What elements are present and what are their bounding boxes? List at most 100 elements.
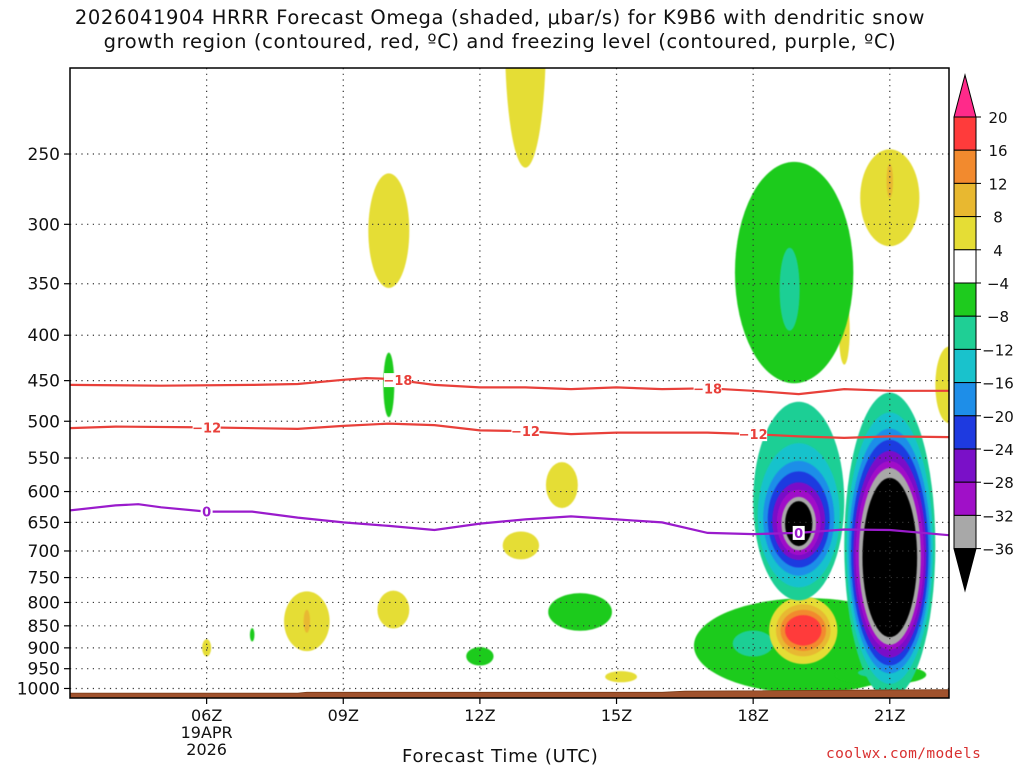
contour-red-1-label-bg-2 [739,427,768,442]
colorbar-swatch-2 [953,182,977,218]
chart-title-line-2: growth region (contoured, red, ºC) and f… [103,30,897,53]
y-tick-label-350: 350 [28,275,60,295]
contour-red-1-label-1: −12 [511,425,540,440]
contour-freezing-0-label-bg-1 [792,525,805,540]
omega-cell-20 [732,630,774,657]
omega-cell-34 [785,501,813,547]
colorbar-swatch-8 [953,382,977,417]
y-axis: 2503003504004505005506006507007508008509… [17,145,70,699]
x-tick-label-09Z: 09Z [328,706,359,725]
y-tick-label-300: 300 [28,215,60,235]
colorbar-swatch-12 [953,514,977,550]
x-tick-label-06Z: 06Z [191,706,222,725]
x-date-label-2: 2026 [186,740,227,759]
colorbar-label-12: −32 [982,507,1014,525]
colorbar-label-13: −36 [982,541,1014,559]
colorbar-swatch-9 [953,415,977,450]
contour-red-0-label-0: −18 [383,374,412,389]
colorbar-label-9: −20 [982,408,1014,426]
site-credit[interactable]: coolwx.com/models [826,746,982,762]
x-tick-label-18Z: 18Z [737,706,768,725]
colorbar-label-10: −24 [982,441,1014,459]
y-tick-label-600: 600 [28,483,60,503]
y-tick-label-700: 700 [28,542,60,562]
temperature-contours: −18 −18 −12 −12 −12 0 0 [70,373,949,542]
y-tick-label-650: 650 [28,513,60,533]
y-tick-label-900: 900 [28,639,60,659]
x-tick-label-15Z: 15Z [601,706,632,725]
y-tick-label-800: 800 [28,593,60,613]
colorbar-label-1: 16 [988,142,1007,160]
colorbar-label-3: 8 [993,209,1003,227]
contour-red-1-line [70,422,949,440]
plot-frame [69,67,950,699]
contour-freezing-0-line [70,503,949,537]
omega-cell-14 [202,639,212,657]
omega-cell-13 [377,590,410,629]
contour-red-0-label-1: −18 [693,382,722,397]
contour-red-1-label-2: −12 [739,428,768,443]
omega-cell-9 [545,462,578,508]
colorbar-top-arrow [953,73,977,118]
omega-shading [202,68,949,698]
x-date-label-1: 19APR [181,723,233,742]
y-tick-label-850: 850 [28,617,60,637]
colorbar-swatch-3 [953,216,977,251]
omega-cell-42 [862,477,918,638]
colorbar-label-11: −28 [982,474,1014,492]
colorbar-swatch-6 [953,315,977,350]
x-tick-label-21Z: 21Z [874,706,905,725]
contour-red-0-line [70,376,949,396]
contour-red-0-label-bg-0 [383,373,412,388]
contour-red-1-label-bg-1 [511,424,540,439]
y-tick-label-750: 750 [28,569,60,589]
colorbar-swatch-1 [953,149,977,184]
y-tick-label-550: 550 [28,449,60,469]
colorbar-label-4: 4 [993,242,1003,260]
chart-gridlines [70,68,949,698]
omega-cell-26 [785,615,822,646]
x-axis-label: Forecast Time (UTC) [402,746,599,767]
x-tick-label-12Z: 12Z [464,706,495,725]
contour-red-1-label-0: −12 [192,421,221,436]
contour-red-0-label-bg-1 [693,381,722,396]
omega-cell-3 [886,163,893,199]
colorbar-bottom-arrow [953,548,977,593]
omega-cell-5 [935,346,949,424]
contour-freezing-0-label-0: 0 [202,506,211,521]
colorbar-label-0: 20 [988,109,1007,127]
y-tick-label-450: 450 [28,372,60,392]
omega-cell-17 [466,647,494,666]
colorbar-label-2: 12 [988,175,1007,193]
colorbar-swatch-4 [953,249,977,284]
omega-cell-12 [303,609,311,633]
colorbar-swatch-0 [953,116,977,151]
colorbar-label-5: −4 [987,275,1009,293]
terrain-fill [70,689,949,698]
colorbar-label-6: −8 [987,308,1009,326]
colorbar-swatch-10 [953,448,977,483]
colorbar-swatch-5 [953,282,977,317]
colorbar-label-8: −16 [982,375,1014,393]
terrain-ground [70,689,949,698]
omega-cell-10 [502,531,540,560]
omega-cell-18 [605,671,638,683]
omega-cell-1 [368,173,410,288]
y-tick-label-500: 500 [28,412,60,432]
colorbar-swatch-11 [953,481,977,516]
omega-cell-8 [779,247,800,331]
colorbar-swatch-7 [953,348,977,384]
contour-freezing-0-label-bg-0 [200,504,213,519]
chart-title-line-1: 2026041904 HRRR Forecast Omega (shaded, … [74,6,926,29]
omega-cell-15 [249,628,255,642]
omega-colorbar: 20 16 12 8 4 −4 −8 −12 −16 −20 −24 −28 −32 −36 [953,73,1014,593]
omega-cell-16 [548,593,612,631]
contour-freezing-0-label-1: 0 [794,527,803,542]
omega-cell-0 [505,68,546,168]
contour-red-1-label-bg-0 [192,420,221,435]
y-tick-label-950: 950 [28,660,60,680]
y-tick-label-400: 400 [28,326,60,346]
colorbar-label-7: −12 [982,341,1014,359]
